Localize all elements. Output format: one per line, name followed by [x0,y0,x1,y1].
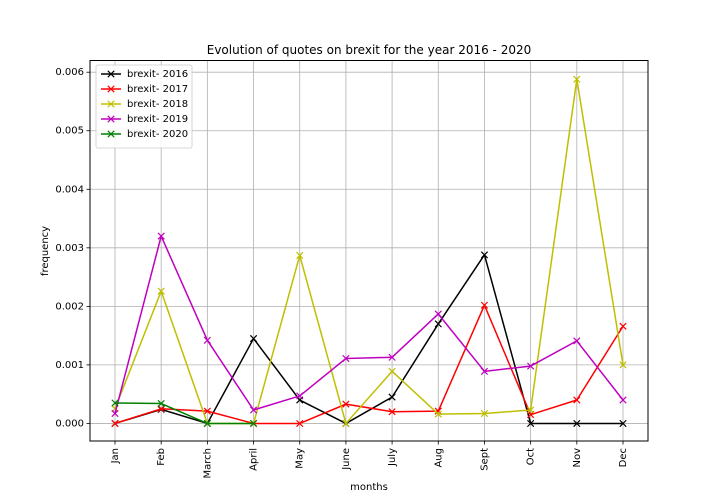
data-point [249,334,258,343]
data-point [342,419,350,428]
x-tick-label: July [387,448,398,467]
y-tick-label: 0.005 [55,126,84,137]
y-tick-label: 0.002 [55,301,84,312]
data-point [527,362,535,370]
data-point [434,407,442,415]
series-line [114,304,624,425]
data-point [388,353,396,361]
legend-box [95,64,193,149]
series-3 [111,232,627,418]
data-point [619,322,627,330]
series-layer [111,75,627,428]
legend-marker [107,85,115,93]
x-tick-label: April [249,448,260,471]
legend-item: brexit- 2017 [101,84,188,95]
data-point [527,419,535,428]
legend-item: brexit- 2020 [101,129,188,140]
plot-frame [89,60,649,442]
x-tick-label: Sept [479,448,490,471]
data-point [296,392,304,400]
data-point [434,310,442,318]
data-point [342,400,350,408]
legend-marker [107,130,115,138]
data-point [157,232,165,240]
data-point [480,251,489,259]
x-tick-label: May [295,448,306,469]
legend-item: brexit- 2016 [101,69,188,80]
x-tick-label: Dec [618,448,629,467]
data-point [111,409,119,418]
y-tick-label: 0.006 [55,67,84,78]
y-axis: 0.000 0.001 0.002 0.003 0.004 0.005 0.006 [55,67,90,429]
data-point [619,361,627,369]
x-tick-label: Feb [156,448,167,466]
data-point [249,419,258,428]
data-point [573,337,581,345]
x-axis-title: months [350,482,388,493]
x-tick-label: Oct [526,448,537,465]
data-point [388,393,396,401]
data-point [480,409,489,418]
y-tick-label: 0.001 [55,360,84,371]
x-tick-label: March [202,448,213,478]
data-point [203,419,211,428]
legend-item: brexit- 2019 [101,114,188,125]
series-line [114,254,623,425]
data-point [388,367,396,375]
data-point [111,419,119,428]
data-point [203,336,211,344]
data-point [296,251,304,260]
data-point [573,75,581,83]
data-point [203,407,211,415]
y-tick-label: 0.003 [55,243,84,254]
legend-label: brexit- 2016 [127,69,188,80]
data-point [434,320,442,328]
series-line [114,78,624,425]
data-point [157,399,165,408]
legend: brexit- 2016 brexit- 2017 brexit- 2018 brex… [95,64,193,149]
x-axis: Jan Feb March April May June July Aug Sept Oct Nov… [110,441,629,478]
legend-label: brexit- 2018 [127,99,188,110]
series-line [114,402,254,425]
legend-marker [107,115,115,123]
data-point [573,419,581,428]
data-point [342,354,350,363]
grid [90,60,648,441]
legend-label: brexit- 2019 [127,114,188,125]
data-point [296,419,304,428]
data-point [527,406,535,414]
data-point [573,396,581,404]
data-point [619,419,627,428]
data-point [249,406,258,414]
legend-label: brexit- 2020 [127,129,188,140]
series-4 [111,399,258,428]
x-tick-label: Aug [433,448,444,468]
data-point [388,408,396,416]
legend-marker [107,70,115,78]
legend-label: brexit- 2017 [127,84,188,95]
data-point [480,301,489,309]
data-point [157,405,165,413]
x-tick-label: Jan [110,448,121,464]
series-1 [111,301,627,428]
data-point [619,396,627,404]
data-point [157,287,165,295]
series-line [114,235,624,414]
series-2 [111,75,627,428]
y-axis-title: frequency [40,226,51,276]
chart-title: Evolution of quotes on brexit for the ye… [207,43,532,57]
x-tick-label: June [341,448,352,471]
data-point [434,410,442,418]
y-tick-label: 0.000 [55,418,84,429]
legend-item: brexit- 2018 [101,99,188,110]
x-tick-label: Nov [572,448,583,468]
data-point [111,399,119,407]
data-point [480,367,489,375]
legend-marker [107,100,115,108]
y-tick-label: 0.004 [55,184,84,195]
